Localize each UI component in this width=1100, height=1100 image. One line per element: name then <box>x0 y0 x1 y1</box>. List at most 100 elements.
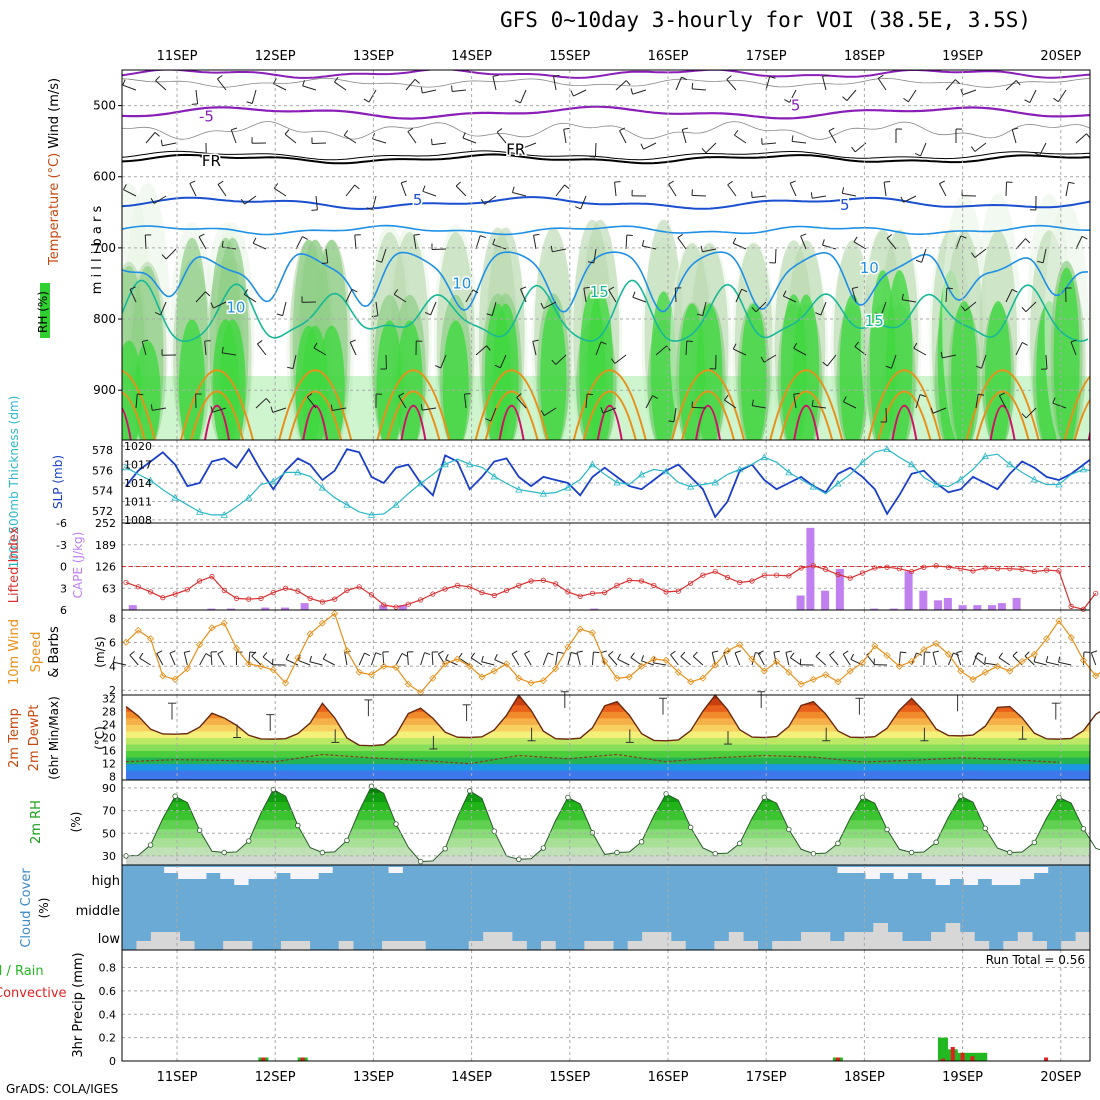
li-tick-label: -3 <box>56 539 67 552</box>
contour-label: 5 <box>791 97 801 115</box>
wind-barb <box>484 195 497 205</box>
wind-marker <box>404 680 412 688</box>
contour-label: 15 <box>590 283 609 301</box>
wind-barb <box>734 652 741 666</box>
pressure-axis-label: m i l l i b a r s <box>90 206 105 295</box>
wind-marker <box>1043 635 1051 643</box>
wind-marker <box>920 645 928 654</box>
wind-barb <box>372 195 377 210</box>
wind-barb <box>1045 354 1048 370</box>
wind-barb <box>113 661 127 666</box>
wind-barb <box>129 654 139 666</box>
upper-air-ylabel: Temperature (°C) Wind (m/s) <box>47 78 62 266</box>
thickness-marker <box>245 493 253 501</box>
isotherm-cusp <box>793 405 820 440</box>
gridlines <box>176 865 1062 950</box>
wind-barb <box>155 80 167 91</box>
low-cloud-bar <box>497 932 513 950</box>
wind-marker <box>417 689 425 697</box>
wind-barb <box>393 293 407 303</box>
wind-barb <box>880 301 887 316</box>
wind-barb <box>1005 80 1017 91</box>
wind-barb <box>345 289 353 303</box>
thickness-marker <box>1055 480 1063 488</box>
rh-marker <box>540 845 547 851</box>
wind-barb <box>630 657 642 666</box>
wind-barb <box>282 301 287 316</box>
high-cloud-bar <box>262 867 277 879</box>
wind-barb <box>243 293 257 303</box>
wind-barb <box>325 248 329 263</box>
wind-barb <box>947 652 954 666</box>
wind-barb <box>792 140 807 144</box>
wind-speed-line <box>125 612 1100 694</box>
date-label-top: 17SEP <box>746 49 787 64</box>
thickness-marker <box>858 458 867 466</box>
chart-title: GFS 0~10day 3-hourly for VOI (38.5E, 3.5… <box>500 8 1032 32</box>
temp-tick-label: 24 <box>102 718 116 731</box>
li-marker <box>258 595 264 602</box>
precip-legend-conv: Convective <box>0 986 67 1001</box>
wind-barb <box>522 142 537 149</box>
low-cloud-bar <box>1017 932 1033 950</box>
low-cloud-bar <box>974 941 990 950</box>
temp-tick-label: 20 <box>102 732 116 745</box>
wind-marker <box>134 626 142 634</box>
rh-marker <box>246 838 252 844</box>
wind-barb <box>883 182 887 197</box>
contour-label: 5 <box>840 196 850 214</box>
li-marker <box>1044 567 1050 573</box>
wind-barb <box>1029 89 1037 103</box>
contour-label: 10 <box>860 259 879 277</box>
gridlines <box>122 610 1090 695</box>
wind-marker <box>466 662 474 670</box>
rh-band <box>126 846 1090 857</box>
low-cloud-bar <box>671 941 686 950</box>
isotherm-cusp <box>386 390 441 440</box>
high-cloud-bar <box>879 867 894 873</box>
wind-marker <box>687 678 695 686</box>
wind-marker <box>993 662 1002 670</box>
low-cloud-bar <box>136 941 152 950</box>
li-marker <box>1019 566 1025 573</box>
date-label-bottom: 19SEP <box>942 1070 983 1085</box>
date-label-top: 11SEP <box>157 49 198 64</box>
wind-barb <box>334 81 347 91</box>
wind-barb <box>846 89 857 101</box>
wind-barb <box>1046 661 1060 666</box>
thickness-marker <box>785 468 793 476</box>
wind-frame <box>121 609 1091 696</box>
wind-marker <box>232 644 241 652</box>
temp-tick-label: 28 <box>102 705 116 718</box>
wind-barb <box>422 190 437 197</box>
high-cloud-bar <box>178 867 193 879</box>
thickness-marker <box>195 508 204 515</box>
isotach <box>122 121 1090 140</box>
wind-barb <box>945 287 948 303</box>
wind-barb <box>828 130 837 144</box>
thickness-tick-label: 578 <box>92 444 113 457</box>
wind-barb <box>322 658 335 666</box>
wind-barb <box>432 142 447 146</box>
high-cloud-bar <box>1019 867 1035 879</box>
low-cloud-bar <box>410 941 426 950</box>
rh-marker <box>565 794 571 801</box>
rh-shade <box>376 320 403 440</box>
wind-barb <box>632 296 647 303</box>
wind-marker <box>871 642 879 650</box>
rh-shade <box>587 291 614 440</box>
high-cloud-bar <box>318 867 333 873</box>
wind-barb <box>431 651 434 666</box>
slp-tick-label: 1020 <box>124 440 152 453</box>
li-marker <box>823 566 829 573</box>
wind-barb <box>913 347 927 356</box>
wind-barb <box>915 394 921 409</box>
wind-barb <box>420 652 425 666</box>
wind-barb <box>885 407 888 423</box>
wind-marker <box>883 651 891 660</box>
rh-marker <box>737 840 743 847</box>
wind-marker <box>723 647 732 655</box>
cape-bar <box>870 608 879 610</box>
high-cloud-bar <box>164 867 179 873</box>
rh-marker <box>1031 839 1038 846</box>
